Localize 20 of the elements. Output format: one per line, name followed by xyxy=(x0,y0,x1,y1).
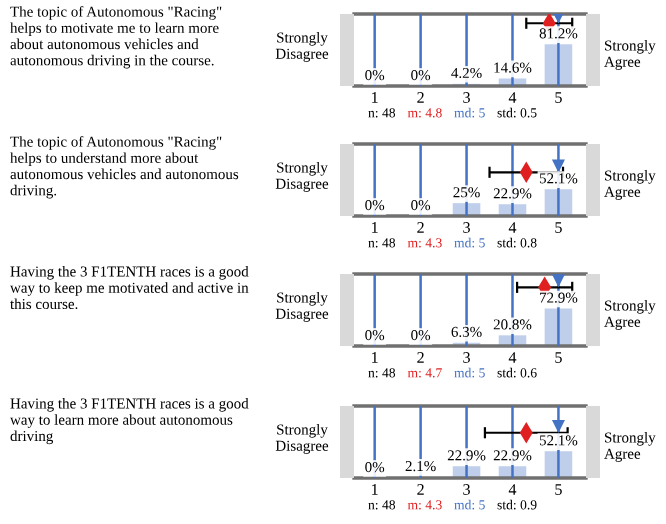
x-tick-label: 5 xyxy=(555,222,562,233)
x-tick-label: 2 xyxy=(417,92,424,103)
x-tick-label: 3 xyxy=(463,352,470,363)
x-tick-label: 4 xyxy=(508,484,517,495)
x-tick-label: 1 xyxy=(372,352,378,363)
x-tick-label: 5 xyxy=(555,352,562,363)
x-tick-label: 2 xyxy=(417,222,424,233)
x-tick-label: 4 xyxy=(508,352,517,363)
x-tick-label: 3 xyxy=(463,92,470,103)
x-tick-label: 1 xyxy=(372,484,378,495)
x-tick-label: 2 xyxy=(417,484,424,495)
x-tick-label: 3 xyxy=(463,484,470,495)
x-tick-label: 4 xyxy=(508,92,517,103)
x-tick-label: 1 xyxy=(372,222,378,233)
x-tick-label: 4 xyxy=(508,222,517,233)
x-tick-label: 1 xyxy=(372,92,378,103)
x-tick-label: 3 xyxy=(463,222,470,233)
x-tick-label: 5 xyxy=(555,92,562,103)
x-tick-label: 2 xyxy=(417,352,424,363)
x-tick-label: 5 xyxy=(555,484,562,495)
